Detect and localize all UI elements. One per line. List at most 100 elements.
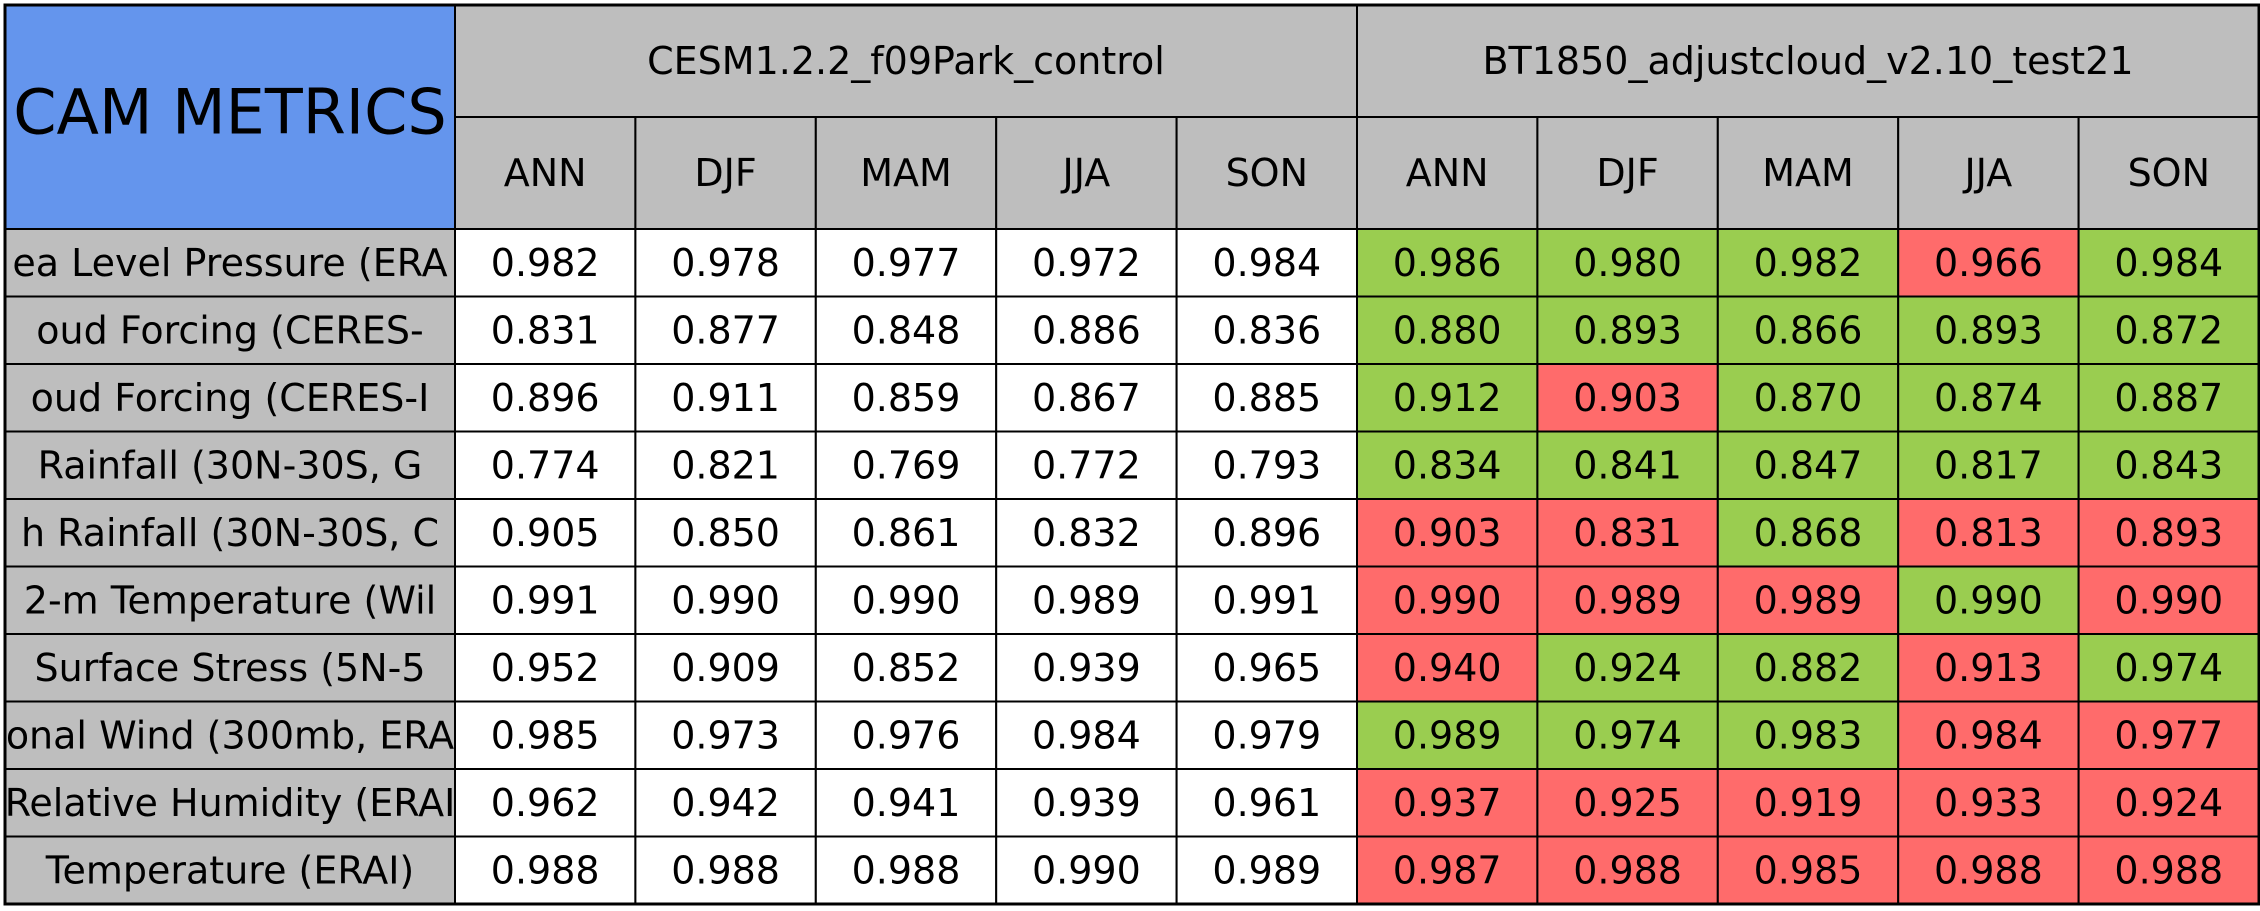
data-cell — [814, 295, 998, 365]
data-value: 0.986 — [1393, 241, 1502, 285]
data-cell — [1536, 430, 1719, 500]
data-cell — [454, 498, 637, 568]
data-value: 0.939 — [1032, 781, 1141, 825]
row-label-cell — [4, 700, 456, 770]
data-value: 0.847 — [1754, 443, 1863, 487]
data-value: 0.962 — [491, 781, 600, 825]
column-header-label: DJF — [694, 151, 756, 195]
data-value: 0.966 — [1934, 241, 2043, 285]
data-value: 0.977 — [2114, 713, 2223, 757]
data-value: 0.793 — [1212, 443, 1321, 487]
data-value: 0.940 — [1393, 646, 1502, 690]
data-value: 0.911 — [671, 376, 780, 420]
data-value: 0.984 — [1032, 713, 1141, 757]
data-value: 0.868 — [1754, 511, 1863, 555]
data-cell — [1897, 565, 2080, 635]
data-value: 0.850 — [671, 511, 780, 555]
data-cell — [1356, 565, 1539, 635]
data-cell — [634, 430, 817, 500]
data-cell — [814, 228, 998, 298]
row-label: ea Level Pressure (ERA — [12, 241, 447, 285]
data-value: 0.982 — [1754, 241, 1863, 285]
data-cell — [1175, 228, 1358, 298]
column-header-label: MAM — [860, 151, 952, 195]
data-value: 0.924 — [2114, 781, 2223, 825]
data-value: 0.841 — [1573, 443, 1682, 487]
column-header — [995, 116, 1178, 230]
data-value: 0.925 — [1573, 781, 1682, 825]
data-value: 0.874 — [1934, 376, 2043, 420]
data-value: 0.872 — [2114, 308, 2223, 352]
data-value: 0.984 — [1934, 713, 2043, 757]
data-value: 0.974 — [2114, 646, 2223, 690]
data-cell — [1536, 363, 1719, 433]
data-cell — [1716, 228, 1900, 298]
data-value: 0.893 — [2114, 511, 2223, 555]
group-header-0 — [454, 4, 1358, 118]
data-value: 0.772 — [1032, 443, 1141, 487]
data-cell — [454, 768, 637, 838]
data-cell — [1536, 633, 1719, 703]
data-value: 0.984 — [1212, 241, 1321, 285]
row-label: Relative Humidity (ERAI — [5, 781, 456, 825]
data-cell — [634, 228, 817, 298]
data-cell — [1897, 835, 2080, 905]
data-cell — [1356, 835, 1539, 905]
data-value: 0.821 — [671, 443, 780, 487]
data-cell — [814, 363, 998, 433]
row-label-cell — [4, 835, 456, 905]
data-value: 0.852 — [852, 646, 961, 690]
data-cell — [634, 633, 817, 703]
data-cell — [814, 768, 998, 838]
data-value: 0.977 — [852, 241, 961, 285]
data-cell — [1356, 295, 1539, 365]
data-cell — [1175, 565, 1358, 635]
data-value: 0.896 — [491, 376, 600, 420]
table-title: CAM METRICS — [13, 76, 446, 149]
data-value: 0.974 — [1573, 713, 1682, 757]
data-value: 0.991 — [491, 578, 600, 622]
data-value: 0.843 — [2114, 443, 2223, 487]
data-value: 0.984 — [2114, 241, 2223, 285]
row-label: oud Forcing (CERES-I — [31, 376, 430, 420]
data-cell — [1536, 228, 1719, 298]
data-value: 0.952 — [491, 646, 600, 690]
data-value: 0.903 — [1573, 376, 1682, 420]
data-cell — [1897, 633, 2080, 703]
row-label-cell — [4, 228, 456, 298]
group-header-label: CESM1.2.2_f09Park_control — [647, 39, 1165, 83]
data-value: 0.990 — [1032, 848, 1141, 892]
data-cell — [1175, 835, 1358, 905]
data-cell — [1175, 633, 1358, 703]
data-value: 0.988 — [1573, 848, 1682, 892]
data-value: 0.990 — [671, 578, 780, 622]
data-cell — [1897, 498, 2080, 568]
data-cell — [634, 835, 817, 905]
row-label: Temperature (ERAI) — [45, 848, 415, 892]
data-value: 0.848 — [852, 308, 961, 352]
data-cell — [2077, 363, 2260, 433]
data-value: 0.870 — [1754, 376, 1863, 420]
data-value: 0.924 — [1573, 646, 1682, 690]
row-label: oud Forcing (CERES- — [36, 308, 423, 352]
data-value: 0.989 — [1393, 713, 1502, 757]
data-cell — [995, 363, 1178, 433]
column-header-label: ANN — [1406, 151, 1489, 195]
data-cell — [995, 633, 1178, 703]
data-value: 0.989 — [1032, 578, 1141, 622]
data-value: 0.832 — [1032, 511, 1141, 555]
data-value: 0.961 — [1212, 781, 1321, 825]
data-cell — [1716, 700, 1900, 770]
data-value: 0.982 — [491, 241, 600, 285]
data-value: 0.973 — [671, 713, 780, 757]
data-value: 0.903 — [1393, 511, 1502, 555]
data-value: 0.939 — [1032, 646, 1141, 690]
data-value: 0.813 — [1934, 511, 2043, 555]
data-cell — [814, 565, 998, 635]
data-cell — [1356, 363, 1539, 433]
data-cell — [995, 295, 1178, 365]
data-value: 0.989 — [1754, 578, 1863, 622]
data-value: 0.985 — [1754, 848, 1863, 892]
data-value: 0.983 — [1754, 713, 1863, 757]
